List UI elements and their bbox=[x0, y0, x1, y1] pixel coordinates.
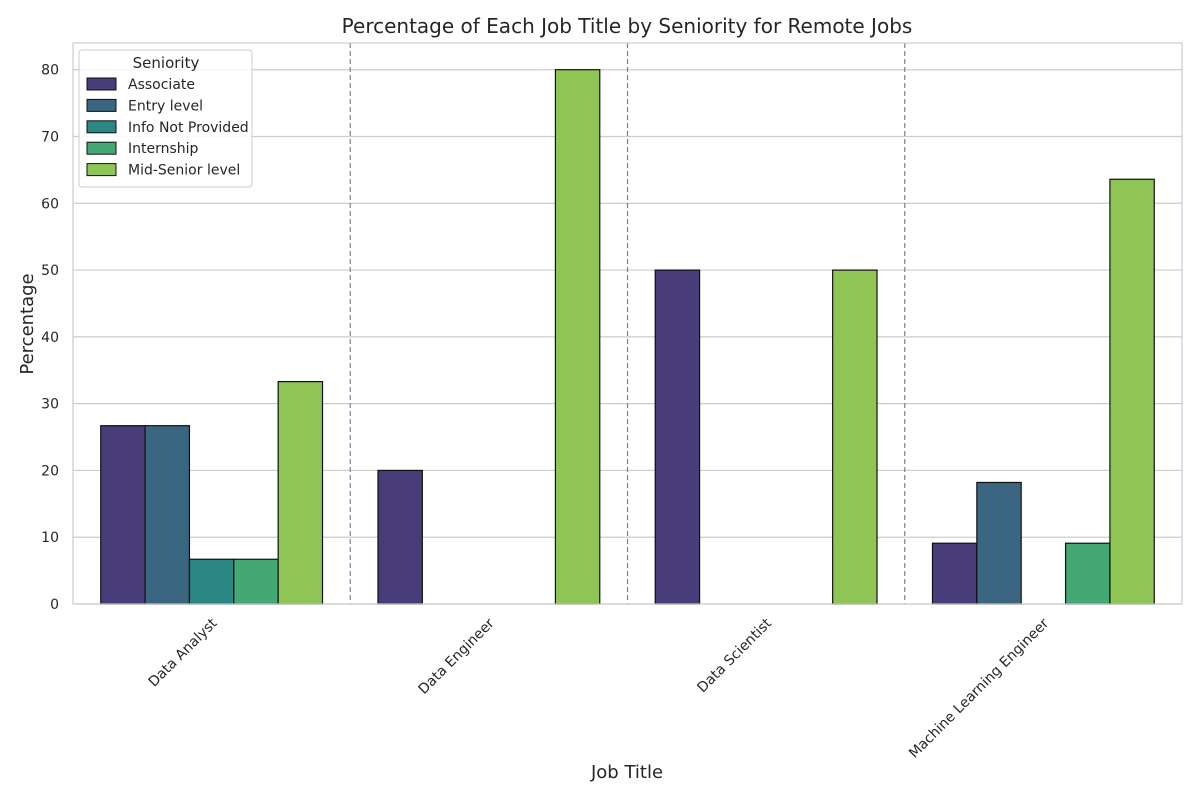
bar bbox=[144, 425, 191, 605]
legend-title: Seniority bbox=[133, 54, 200, 72]
plot-frame bbox=[72, 42, 1183, 605]
y-tick-label: 80 bbox=[41, 63, 59, 79]
y-tick-label: 10 bbox=[41, 530, 59, 546]
y-tick-labels: 0 10 20 30 40 50 60 70 80 bbox=[41, 63, 59, 613]
bar bbox=[1064, 542, 1111, 605]
legend: Seniority Associate Entry level Info Not P… bbox=[78, 49, 253, 188]
y-tick-label: 70 bbox=[41, 130, 59, 146]
legend-items: Associate Entry level Info Not Provided Int… bbox=[86, 77, 249, 179]
bar bbox=[377, 469, 423, 605]
legend-box bbox=[78, 49, 253, 188]
legend-label: Entry level bbox=[128, 98, 203, 114]
legend-swatch bbox=[86, 163, 117, 177]
legend-label: Info Not Provided bbox=[128, 120, 249, 136]
y-tick-label: 60 bbox=[41, 196, 59, 212]
bar bbox=[277, 381, 324, 605]
legend-swatch bbox=[86, 120, 117, 134]
bar bbox=[554, 69, 601, 605]
chart-title: Percentage of Each Job Title by Seniorit… bbox=[342, 14, 913, 38]
y-tick-label: 20 bbox=[41, 463, 59, 479]
bar bbox=[1109, 178, 1155, 605]
y-tick-label: 30 bbox=[41, 397, 59, 413]
bar bbox=[100, 425, 146, 605]
category-separators bbox=[349, 43, 906, 604]
y-tick-label: 0 bbox=[50, 597, 59, 613]
bar bbox=[931, 542, 978, 605]
bar bbox=[233, 558, 279, 605]
legend-swatch bbox=[86, 77, 117, 91]
x-tick-label: Data Engineer bbox=[416, 615, 498, 697]
bar bbox=[654, 269, 701, 605]
y-tick-label: 50 bbox=[41, 263, 59, 279]
x-tick-label: Data Scientist bbox=[694, 615, 775, 696]
y-axis-title: Percentage bbox=[17, 273, 38, 374]
legend-swatch bbox=[86, 98, 117, 112]
x-axis-title: Job Title bbox=[590, 762, 663, 783]
legend-label: Internship bbox=[128, 141, 199, 157]
bars bbox=[100, 69, 1155, 605]
legend-label: Associate bbox=[128, 77, 195, 93]
bar bbox=[188, 558, 235, 605]
legend-label: Mid-Senior level bbox=[128, 163, 240, 179]
bar bbox=[976, 481, 1022, 605]
bar bbox=[832, 269, 878, 605]
x-tick-label: Data Analyst bbox=[146, 615, 221, 690]
x-tick-labels: Data Analyst Data Engineer Data Scientist M… bbox=[146, 615, 1053, 761]
legend-swatch bbox=[86, 141, 117, 155]
y-tick-label: 40 bbox=[41, 330, 59, 346]
x-tick-label: Machine Learning Engineer bbox=[906, 615, 1052, 761]
